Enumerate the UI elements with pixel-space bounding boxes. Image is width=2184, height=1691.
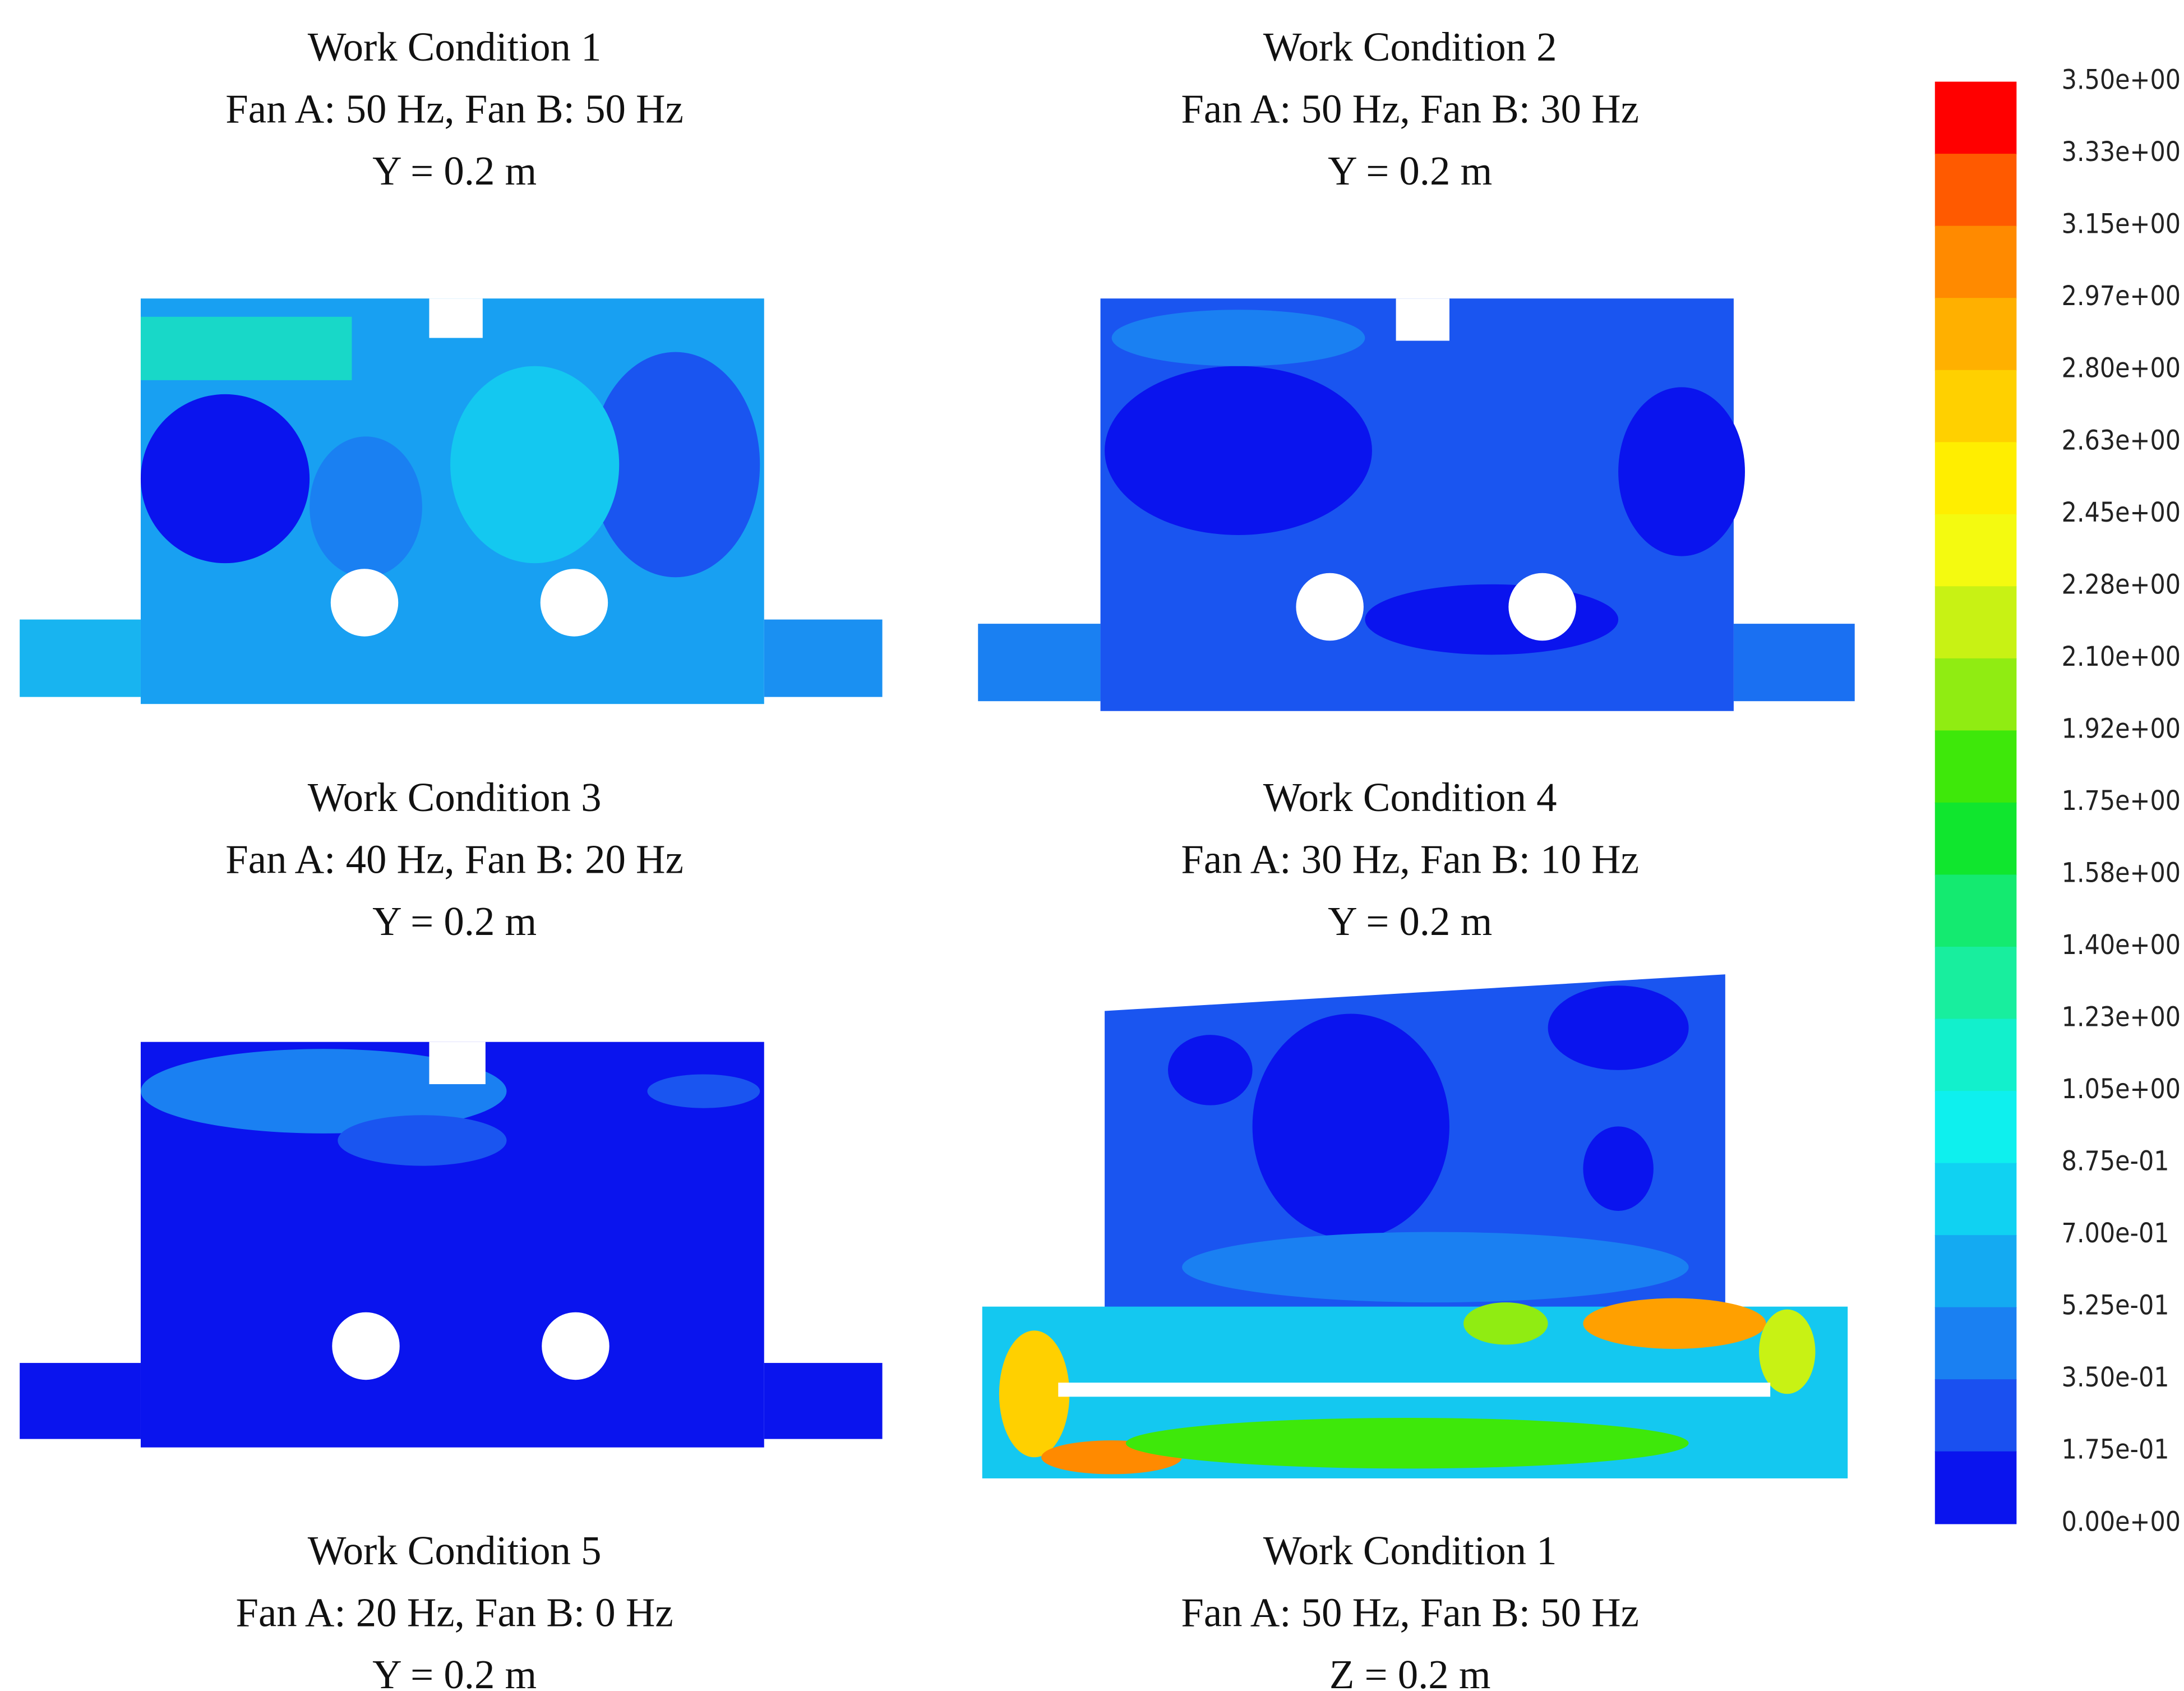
colorbar-band bbox=[1934, 730, 2017, 804]
colorbar-band bbox=[1934, 874, 2017, 948]
colorbar-label: 8.75e-01 bbox=[2062, 1146, 2169, 1177]
colorbar-band bbox=[1934, 658, 2017, 731]
panel-title: Work Condition 3 bbox=[308, 775, 602, 820]
colorbar-band bbox=[1934, 154, 2017, 227]
colorbar-label: 7.00e-01 bbox=[2062, 1218, 2169, 1249]
contour-plot bbox=[20, 1042, 883, 1448]
panel-caption: Fan A: 40 Hz, Fan B: 20 Hz bbox=[225, 836, 684, 882]
panel-caption: Fan A: 30 Hz, Fan B: 10 Hz bbox=[1181, 836, 1639, 882]
panel-title: Work Condition 2 bbox=[1263, 24, 1557, 70]
panel-caption: Fan A: 20 Hz, Fan B: 0 Hz bbox=[236, 1590, 673, 1635]
contour-plot bbox=[978, 298, 1855, 711]
colorbar-band bbox=[1934, 225, 2017, 299]
colorbar-band bbox=[1934, 802, 2017, 876]
colorbar-label: 0.00e+00 bbox=[2062, 1506, 2181, 1537]
panel-title: Work Condition 1 bbox=[1263, 1528, 1557, 1573]
colorbar-band bbox=[1934, 586, 2017, 660]
contour-plot bbox=[982, 974, 1848, 1478]
colorbar-band bbox=[1934, 514, 2017, 587]
colorbar-band bbox=[1934, 370, 2017, 443]
colorbar-band bbox=[1934, 1019, 2017, 1092]
colorbar-label: 2.80e+00 bbox=[2062, 353, 2181, 384]
panel-caption: Y = 0.2 m bbox=[372, 899, 537, 944]
colorbar-band bbox=[1934, 1451, 2017, 1524]
colorbar-label: 1.92e+00 bbox=[2062, 713, 2181, 744]
colorbar-band bbox=[1934, 946, 2017, 1020]
colorbar-band bbox=[1934, 1091, 2017, 1164]
colorbar-label: 3.50e+00 bbox=[2062, 65, 2181, 96]
colorbar-band bbox=[1934, 1163, 2017, 1236]
colorbar-label: 1.58e+00 bbox=[2062, 858, 2181, 888]
colorbar-band bbox=[1934, 442, 2017, 515]
colorbar-label: 2.10e+00 bbox=[2062, 642, 2181, 672]
colorbar-band bbox=[1934, 1379, 2017, 1452]
panel-caption: Y = 0.2 m bbox=[1328, 148, 1492, 193]
panel-caption: Y = 0.2 m bbox=[372, 1652, 537, 1691]
colorbar-label: 1.05e+00 bbox=[2062, 1074, 2181, 1105]
colorbar-label: 2.63e+00 bbox=[2062, 425, 2181, 456]
colorbar-label: 3.50e-01 bbox=[2062, 1362, 2169, 1393]
colorbar-label: 5.25e-01 bbox=[2062, 1291, 2169, 1321]
colorbar: 3.50e+00 3.33e+00 3.15e+00 2.97e+00 2.80e+00… bbox=[1934, 65, 2181, 1537]
panel-caption: Y = 0.2 m bbox=[372, 148, 537, 193]
panel-caption: Fan A: 50 Hz, Fan B: 50 Hz bbox=[1181, 1590, 1639, 1635]
panel-title: Work Condition 5 bbox=[308, 1528, 602, 1573]
captions: Work Condition 1 Fan A: 50 Hz, Fan B: 50 … bbox=[225, 24, 1639, 1691]
colorbar-band bbox=[1934, 1235, 2017, 1308]
contour-plot bbox=[20, 298, 883, 704]
colorbar-band bbox=[1934, 81, 2017, 155]
colorbar-label: 1.75e+00 bbox=[2062, 786, 2181, 817]
colorbar-band bbox=[1934, 1307, 2017, 1380]
colorbar-label: 2.45e+00 bbox=[2062, 497, 2181, 528]
colorbar-label: 2.97e+00 bbox=[2062, 281, 2181, 312]
panel-caption: Z = 0.2 m bbox=[1329, 1652, 1491, 1691]
panel-title: Work Condition 4 bbox=[1263, 775, 1557, 820]
colorbar-band bbox=[1934, 298, 2017, 371]
colorbar-label: 1.75e-01 bbox=[2062, 1435, 2169, 1466]
colorbar-label: 1.40e+00 bbox=[2062, 930, 2181, 961]
colorbar-label: 1.23e+00 bbox=[2062, 1002, 2181, 1033]
panel-title: Work Condition 1 bbox=[308, 24, 602, 70]
panel-caption: Fan A: 50 Hz, Fan B: 50 Hz bbox=[225, 86, 684, 131]
colorbar-label: 2.28e+00 bbox=[2062, 569, 2181, 600]
panel-caption: Y = 0.2 m bbox=[1328, 899, 1492, 944]
colorbar-label: 3.33e+00 bbox=[2062, 137, 2181, 168]
colorbar-label: 3.15e+00 bbox=[2062, 209, 2181, 240]
panel-caption: Fan A: 50 Hz, Fan B: 30 Hz bbox=[1181, 86, 1639, 131]
